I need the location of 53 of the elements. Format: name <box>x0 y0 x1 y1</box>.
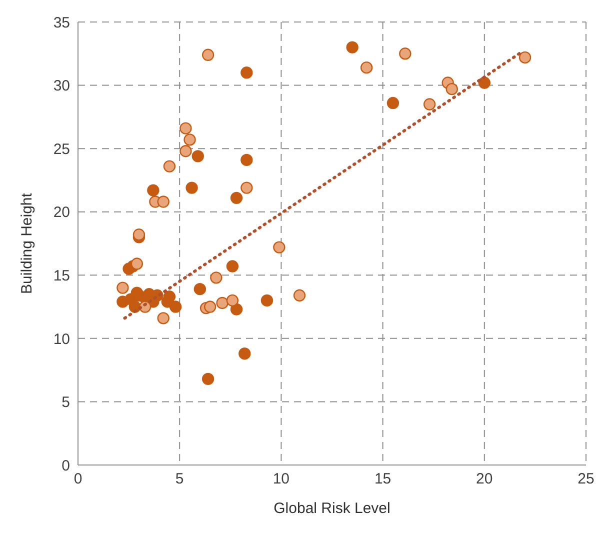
point <box>163 160 176 172</box>
point <box>192 150 204 162</box>
point <box>204 300 216 313</box>
x-tick-label: 5 <box>175 470 184 488</box>
y-tick-label: 10 <box>53 330 70 348</box>
point <box>157 312 170 324</box>
point <box>423 98 436 110</box>
point <box>230 192 243 204</box>
y-tick-label: 5 <box>62 394 70 412</box>
point <box>226 294 239 307</box>
y-tick-label: 0 <box>62 457 70 474</box>
point <box>202 48 214 62</box>
point <box>399 48 412 60</box>
point <box>169 300 182 313</box>
point <box>446 82 458 96</box>
point <box>360 61 373 74</box>
point <box>216 296 228 310</box>
x-tick-label: 15 <box>374 470 392 488</box>
point <box>116 282 129 294</box>
point <box>230 303 243 316</box>
y-tick-label: 35 <box>53 14 70 32</box>
point <box>226 260 239 272</box>
point <box>132 228 146 241</box>
x-tick-label: 25 <box>578 470 594 488</box>
point <box>130 258 144 270</box>
x-tick-label: 0 <box>74 470 82 488</box>
point <box>180 122 192 134</box>
y-tick-label: 20 <box>53 204 70 222</box>
point <box>147 184 160 196</box>
x-tick-label: 10 <box>272 470 290 488</box>
point <box>238 348 251 360</box>
point <box>260 294 274 307</box>
y-tick-label: 25 <box>53 140 70 158</box>
point <box>210 272 222 284</box>
point <box>240 182 253 194</box>
point <box>180 145 192 158</box>
point <box>186 182 198 194</box>
point <box>346 41 358 54</box>
point <box>240 66 253 79</box>
point <box>293 289 306 302</box>
point <box>184 134 196 146</box>
point <box>194 282 206 296</box>
point <box>240 154 253 166</box>
y-axis-title: Building Height <box>18 192 36 294</box>
point <box>157 196 170 208</box>
point <box>273 241 286 254</box>
y-tick-label: 30 <box>53 78 70 95</box>
x-tick-label: 20 <box>476 470 493 488</box>
x-axis-title: Global Risk Level <box>274 500 390 517</box>
y-tick-label: 15 <box>53 267 70 284</box>
point <box>518 51 532 64</box>
point <box>386 96 400 110</box>
point <box>202 372 214 386</box>
